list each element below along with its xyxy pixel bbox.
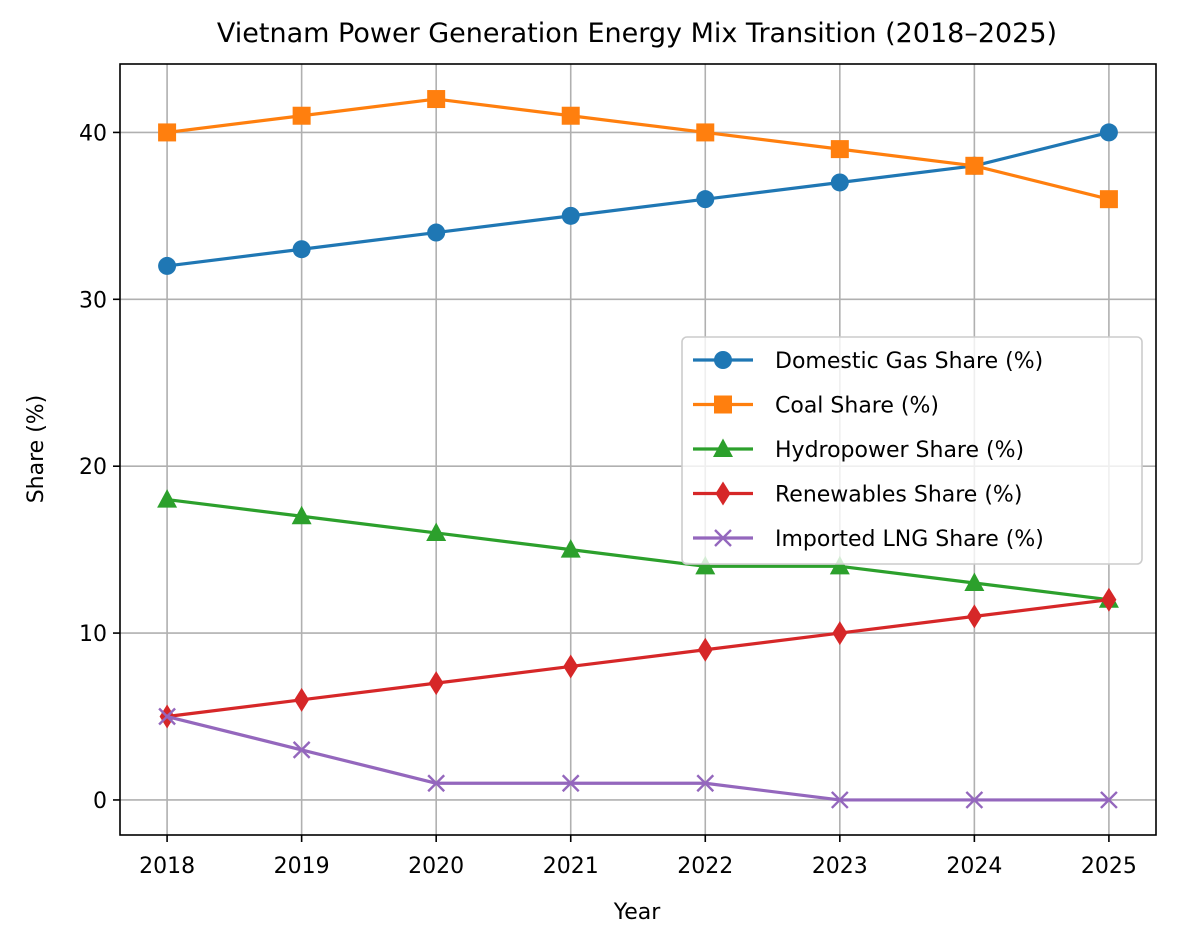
series-domestic-gas-share (158, 123, 1118, 275)
domestic-gas-share-point (561, 206, 580, 225)
hydropower-share-point (829, 555, 850, 575)
imported-lng-share-point-stroke (965, 791, 984, 809)
imported-lng-share-point (427, 774, 446, 793)
imported-lng-share-point (158, 707, 176, 726)
legend-label: Domestic Gas Share (%) (775, 349, 1043, 374)
hydropower-share-point (964, 572, 985, 592)
imported-lng-share-point-stroke (830, 791, 849, 809)
imported-lng-share-point (292, 741, 311, 759)
y-axis-label: Share (%) (24, 395, 49, 504)
domestic-gas-share-point (292, 240, 311, 259)
legend-marker (714, 395, 732, 414)
hydropower-share-line (165, 497, 1111, 602)
imported-lng-share-line (165, 714, 1111, 802)
x-tick-label: 2018 (139, 854, 195, 879)
coal-share-point (158, 123, 177, 142)
domestic-gas-share-point (158, 256, 177, 275)
y-tick-label: 30 (79, 288, 107, 313)
x-tick-label: 2021 (543, 854, 599, 879)
x-tick-label: 2019 (274, 854, 330, 879)
imported-lng-share-point (830, 791, 849, 809)
hydropower-share-point (426, 522, 447, 541)
legend-label: Hydropower Share (%) (775, 438, 1024, 463)
legend-entry: Imported LNG Share (%) (693, 527, 1044, 552)
y-tick-label: 40 (79, 121, 107, 146)
imported-lng-share-point-stroke (696, 774, 715, 793)
coal-share-point (965, 156, 984, 175)
renewables-share-point (832, 621, 848, 646)
axis-ticks: 2018 2019 2020 2021 2022 2023 2024 2025 0 10 20 30 4… (79, 121, 1137, 879)
hydropower-share-point (695, 555, 716, 575)
renewables-share-point (966, 604, 982, 629)
domestic-gas-share-line (165, 130, 1111, 268)
series-renewables-share (159, 587, 1117, 729)
coal-share-point (1099, 190, 1118, 209)
domestic-gas-share-point (696, 190, 715, 209)
imported-lng-share-point (1100, 791, 1118, 809)
coal-share-point (561, 106, 580, 125)
plot-area-frame (119, 63, 1157, 836)
series-coal-share (158, 90, 1118, 209)
legend-entry: Domestic Gas Share (%) (693, 349, 1043, 374)
hydropower-share-point (560, 539, 581, 558)
imported-lng-share-point-stroke (427, 774, 446, 793)
legend-label: Imported LNG Share (%) (775, 527, 1044, 552)
renewables-share-line (165, 598, 1111, 719)
imported-lng-share-point-stroke (158, 707, 176, 726)
chart-title: Vietnam Power Generation Energy Mix Tran… (217, 18, 1057, 49)
hydropower-share-point (291, 505, 312, 525)
domestic-gas-share-point (830, 173, 849, 192)
coal-share-point (427, 90, 446, 109)
coal-share-point (292, 106, 311, 125)
renewables-share-point (428, 671, 444, 696)
legend-marker (715, 481, 731, 506)
domestic-gas-share-point (1099, 123, 1118, 142)
legend-marker (713, 438, 733, 457)
series-hydropower-share (157, 489, 1119, 608)
imported-lng-share-point (561, 774, 580, 793)
legend-marker (714, 529, 732, 547)
coal-share-point (696, 123, 715, 142)
y-tick-label: 0 (93, 789, 107, 814)
coal-share-line (165, 97, 1111, 201)
legend-label: Renewables Share (%) (775, 483, 1022, 508)
legend-entry: Hydropower Share (%) (693, 438, 1024, 463)
imported-lng-share-point-stroke (561, 774, 580, 793)
renewables-share-point (563, 654, 579, 679)
imported-lng-share-point-stroke (1100, 791, 1118, 809)
legend-label: Coal Share (%) (775, 394, 939, 419)
legend-marker-stroke (714, 529, 732, 547)
legend: Domestic Gas Share (%) Coal Share (%) Hydr… (681, 336, 1143, 565)
renewables-share-point (697, 637, 713, 662)
renewables-share-point (294, 687, 310, 712)
series-layer (157, 90, 1119, 809)
legend-box (681, 336, 1143, 565)
imported-lng-share-point (696, 774, 715, 793)
x-tick-label: 2024 (946, 854, 1002, 879)
x-tick-label: 2023 (812, 854, 868, 879)
x-tick-label: 2020 (408, 854, 464, 879)
y-tick-label: 20 (79, 455, 107, 480)
series-imported-lng-share (158, 707, 1118, 809)
imported-lng-share-point-stroke (292, 741, 311, 759)
legend-marker (714, 351, 732, 369)
x-tick-label: 2025 (1081, 854, 1137, 879)
hydropower-share-point (157, 489, 178, 508)
legend-entry: Renewables Share (%) (693, 481, 1022, 508)
x-axis-label: Year (613, 900, 662, 925)
x-tick-label: 2022 (677, 854, 733, 879)
y-tick-label: 10 (79, 622, 107, 647)
domestic-gas-share-point (427, 223, 446, 242)
legend-entry: Coal Share (%) (693, 394, 939, 419)
imported-lng-share-point (965, 791, 984, 809)
renewables-share-point (1101, 587, 1117, 612)
coal-share-point (830, 140, 849, 159)
